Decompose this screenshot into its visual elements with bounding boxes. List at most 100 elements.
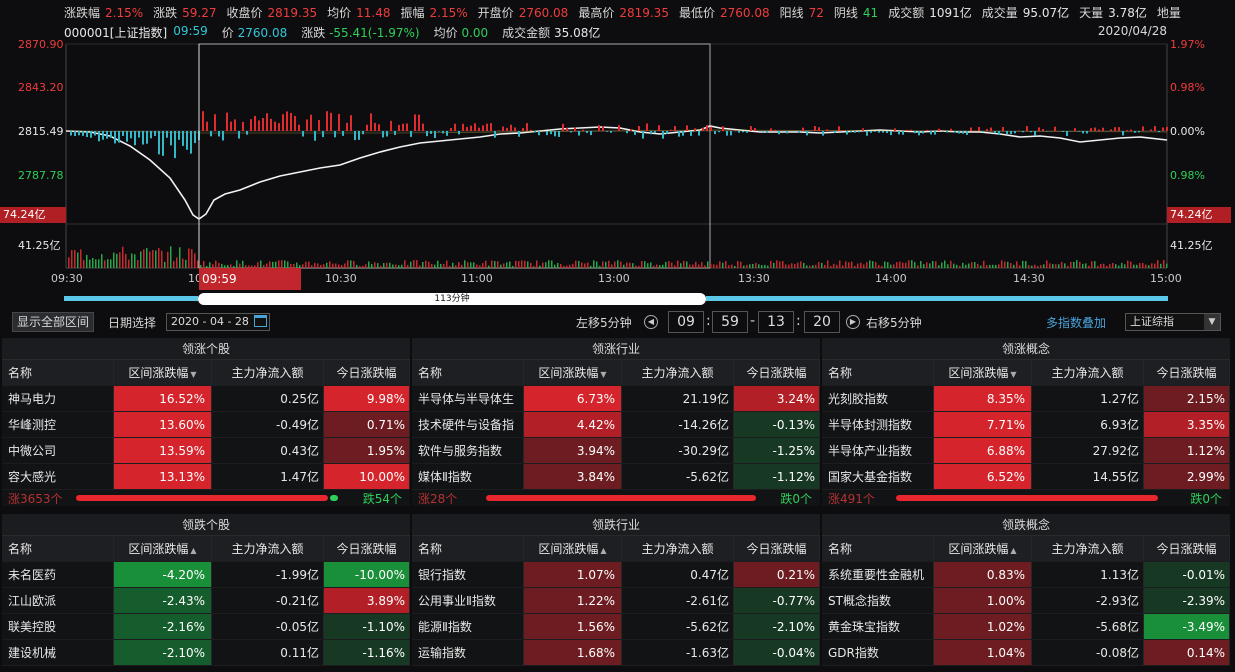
header-today[interactable]: 今日涨跌幅 — [734, 360, 820, 385]
momentum-bar — [502, 126, 504, 131]
volume-bar — [1166, 263, 1168, 268]
volume-bar — [437, 260, 439, 268]
day-input[interactable]: 13 — [758, 311, 794, 333]
header-flow[interactable]: 主力净流入额 — [622, 360, 734, 385]
volume-bar — [203, 261, 205, 268]
row-net-inflow: 1.27亿 — [1032, 386, 1144, 411]
slider-handle[interactable]: 113分钟 — [198, 293, 706, 305]
second-input[interactable]: 20 — [804, 311, 840, 333]
momentum-bar — [1022, 131, 1024, 133]
volume-bar — [206, 265, 208, 268]
momentum-bar — [954, 131, 956, 133]
volume-bar — [557, 262, 559, 268]
volume-bar — [1130, 261, 1132, 268]
intraday-chart[interactable] — [0, 22, 1235, 290]
right-shift-icon[interactable]: ▶ — [846, 315, 860, 329]
table-row[interactable]: ST概念指数 1.00% -2.93亿 -2.39% — [822, 588, 1230, 614]
header-name[interactable]: 名称 — [822, 360, 934, 385]
header-range[interactable]: 区间涨跌幅 ▼ — [524, 360, 622, 385]
table-row[interactable]: 公用事业Ⅱ指数 1.22% -2.61亿 -0.77% — [412, 588, 820, 614]
hour-input[interactable]: 09 — [668, 311, 704, 333]
volume-bar — [920, 261, 922, 268]
table-row[interactable]: 华峰测控 13.60% -0.49亿 0.71% — [2, 412, 410, 438]
table-row[interactable]: 江山欧派 -2.43% -0.21亿 3.89% — [2, 588, 410, 614]
table-row[interactable]: 神马电力 16.52% 0.25亿 9.98% — [2, 386, 410, 412]
volume-bar — [305, 261, 307, 268]
stat-value: 2760.08 — [719, 5, 770, 20]
calendar-icon[interactable] — [254, 315, 267, 327]
table-row[interactable]: 半导体产业指数 6.88% 27.92亿 1.12% — [822, 438, 1230, 464]
date-input[interactable]: 2020 - 04 - 28 — [166, 313, 270, 331]
sort-icon[interactable]: ▲ — [190, 546, 197, 555]
header-range[interactable]: 区间涨跌幅 ▲ — [524, 536, 622, 561]
table-row[interactable]: 银行指数 1.07% 0.47亿 0.21% — [412, 562, 820, 588]
volume-bar — [605, 261, 607, 268]
change-label: 涨跌 — [301, 26, 326, 40]
header-name[interactable]: 名称 — [2, 360, 114, 385]
right-axis-label: 0.98% — [1170, 169, 1205, 182]
show-all-range-button[interactable]: 显示全部区间 — [12, 312, 95, 332]
volume-bar — [692, 264, 694, 268]
header-range[interactable]: 区间涨跌幅 ▲ — [114, 536, 212, 561]
sort-icon[interactable]: ▼ — [1010, 370, 1017, 379]
header-today[interactable]: 今日涨跌幅 — [324, 536, 410, 561]
header-flow[interactable]: 主力净流入额 — [622, 536, 734, 561]
momentum-bar — [194, 131, 196, 144]
volume-bar — [266, 263, 268, 268]
table-row[interactable]: 半导体封测指数 7.71% 6.93亿 3.35% — [822, 412, 1230, 438]
volume-bar — [896, 262, 898, 268]
header-today[interactable]: 今日涨跌幅 — [324, 360, 410, 385]
header-today[interactable]: 今日涨跌幅 — [1144, 536, 1230, 561]
table-row[interactable]: 媒体Ⅱ指数 3.84% -5.62亿 -1.12% — [412, 464, 820, 490]
table-row[interactable]: 软件与服务指数 3.94% -30.29亿 -1.25% — [412, 438, 820, 464]
volume-bar — [911, 260, 913, 268]
sort-icon[interactable]: ▼ — [600, 370, 607, 379]
table-row[interactable]: 容大感光 13.13% 1.47亿 10.00% — [2, 464, 410, 490]
table-row[interactable]: 半导体与半导体生 6.73% 21.19亿 3.24% — [412, 386, 820, 412]
header-range[interactable]: 区间涨跌幅 ▼ — [114, 360, 212, 385]
table-row[interactable]: 国家大基金指数 6.52% 14.55亿 2.99% — [822, 464, 1230, 490]
sort-icon[interactable]: ▼ — [190, 370, 197, 379]
left-shift-icon[interactable]: ◀ — [644, 315, 658, 329]
table-row[interactable]: 系统重要性金融机 0.83% 1.13亿 -0.01% — [822, 562, 1230, 588]
header-flow[interactable]: 主力净流入额 — [1032, 536, 1144, 561]
table-row[interactable]: 光刻胶指数 8.35% 1.27亿 2.15% — [822, 386, 1230, 412]
range-slider[interactable]: 113分钟 — [64, 293, 1168, 305]
chart-canvas[interactable] — [0, 22, 1235, 290]
index-select[interactable]: 上证综指 ▼ — [1125, 313, 1221, 331]
chevron-down-icon[interactable]: ▼ — [1204, 314, 1220, 330]
table-row[interactable]: GDR指数 1.04% -0.08亿 0.14% — [822, 640, 1230, 666]
header-flow[interactable]: 主力净流入额 — [212, 360, 324, 385]
sort-icon[interactable]: ▲ — [1010, 546, 1017, 555]
momentum-bar — [1042, 129, 1044, 131]
table-row[interactable]: 中微公司 13.59% 0.43亿 1.95% — [2, 438, 410, 464]
minute-input[interactable]: 59 — [712, 311, 748, 333]
table-row[interactable]: 技术硬件与设备指 4.42% -14.26亿 -0.13% — [412, 412, 820, 438]
header-name[interactable]: 名称 — [822, 536, 934, 561]
table-row[interactable]: 能源Ⅱ指数 1.56% -5.62亿 -2.10% — [412, 614, 820, 640]
left-shift-label[interactable]: 左移5分钟 — [576, 316, 632, 330]
multi-index-link[interactable]: 多指数叠加 — [1046, 316, 1107, 330]
header-name[interactable]: 名称 — [412, 360, 524, 385]
right-axis-label: 0.98% — [1170, 81, 1205, 94]
right-shift-label[interactable]: 右移5分钟 — [866, 316, 922, 330]
header-range[interactable]: 区间涨跌幅 ▲ — [934, 536, 1032, 561]
table-row[interactable]: 运输指数 1.68% -1.63亿 -0.04% — [412, 640, 820, 666]
table-row[interactable]: 建设机械 -2.10% 0.11亿 -1.16% — [2, 640, 410, 666]
header-range[interactable]: 区间涨跌幅 ▼ — [934, 360, 1032, 385]
sort-icon[interactable]: ▲ — [600, 546, 607, 555]
header-name[interactable]: 名称 — [412, 536, 524, 561]
header-flow[interactable]: 主力净流入额 — [1032, 360, 1144, 385]
momentum-bar — [142, 131, 144, 145]
table-row[interactable]: 黄金珠宝指数 1.02% -5.68亿 -3.49% — [822, 614, 1230, 640]
momentum-bar — [670, 129, 672, 131]
table-row[interactable]: 联美控股 -2.16% -0.05亿 -1.10% — [2, 614, 410, 640]
header-flow[interactable]: 主力净流入额 — [212, 536, 324, 561]
header-name[interactable]: 名称 — [2, 536, 114, 561]
row-range-change: -2.16% — [114, 614, 212, 639]
momentum-bar — [742, 131, 744, 133]
header-today[interactable]: 今日涨跌幅 — [1144, 360, 1230, 385]
table-row[interactable]: 未名医药 -4.20% -1.99亿 -10.00% — [2, 562, 410, 588]
header-today[interactable]: 今日涨跌幅 — [734, 536, 820, 561]
volume-bar — [473, 262, 475, 268]
